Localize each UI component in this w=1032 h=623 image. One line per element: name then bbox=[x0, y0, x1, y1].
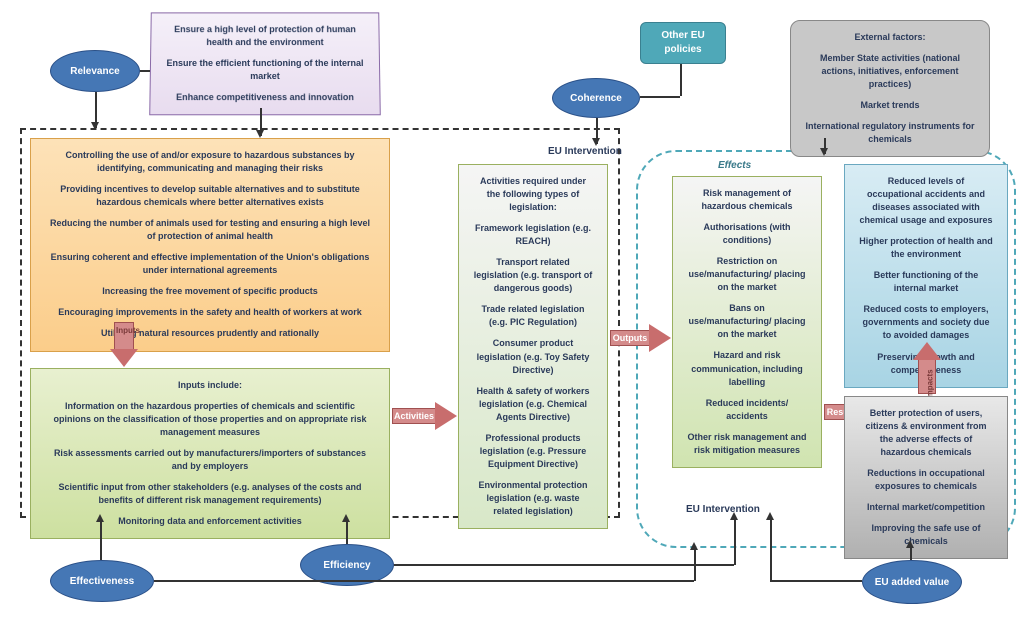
activities-arrow: Activities bbox=[392, 408, 436, 424]
activity-item: Framework legislation (e.g. REACH) bbox=[473, 222, 593, 248]
connector-head bbox=[91, 122, 99, 130]
objective-item: Utilising natural resources prudently an… bbox=[45, 327, 375, 340]
objective-item: Reducing the number of animals used for … bbox=[45, 217, 375, 243]
results-box: Better protection of users, citizens & e… bbox=[844, 396, 1008, 559]
eu-added-value-label: EU added value bbox=[875, 577, 949, 588]
connector-head bbox=[96, 514, 104, 522]
specific-objectives-box: Controlling the use of and/or exposure t… bbox=[30, 138, 390, 352]
effectiveness-label: Effectiveness bbox=[70, 576, 134, 587]
result-item: Reductions in occupational exposures to … bbox=[859, 467, 993, 493]
connector bbox=[910, 546, 912, 560]
input-item: Risk assessments carried out by manufact… bbox=[45, 447, 375, 473]
objective-item: Ensuring coherent and effective implemen… bbox=[45, 251, 375, 277]
external-factor-item: Member State activities (national action… bbox=[805, 52, 975, 91]
effects-label: Effects bbox=[718, 160, 751, 171]
objective-item: Ensure a high level of protection of hum… bbox=[165, 23, 365, 49]
efficiency-label: Efficiency bbox=[323, 560, 370, 571]
inputs-arrow-text: Inputs bbox=[116, 326, 132, 335]
activities-arrow-head bbox=[435, 402, 457, 430]
connector-head bbox=[592, 138, 600, 146]
output-item: Reduced incidents/ accidents bbox=[687, 397, 807, 423]
objectives-box: Ensure a high level of protection of hum… bbox=[149, 12, 381, 115]
connector bbox=[734, 518, 736, 565]
effectiveness-ellipse: Effectiveness bbox=[50, 560, 154, 602]
external-factors-box: External factors: Member State activitie… bbox=[790, 20, 990, 157]
eu-added-value-ellipse: EU added value bbox=[862, 560, 962, 604]
output-item: Hazard and risk communication, including… bbox=[687, 349, 807, 388]
output-item: Authorisations (with conditions) bbox=[687, 221, 807, 247]
objective-item: Encouraging improvements in the safety a… bbox=[45, 306, 375, 319]
impact-item: Reduced costs to employers, governments … bbox=[859, 303, 993, 342]
other-eu-policies-box: Other EU policies bbox=[640, 22, 726, 64]
input-item: Information on the hazardous properties … bbox=[45, 400, 375, 439]
output-item: Other risk management and risk mitigatio… bbox=[687, 431, 807, 457]
result-item: Better protection of users, citizens & e… bbox=[859, 407, 993, 459]
connector bbox=[770, 580, 862, 582]
result-item: Improving the safe use of chemicals bbox=[859, 522, 993, 548]
activity-item: Health & safety of workers legislation (… bbox=[473, 385, 593, 424]
connector bbox=[770, 518, 772, 581]
output-item: Bans on use/manufacturing/ placing on th… bbox=[687, 302, 807, 341]
external-factor-item: International regulatory instruments for… bbox=[805, 120, 975, 146]
connector bbox=[346, 520, 348, 544]
connector-head bbox=[730, 512, 738, 520]
impacts-arrow-head bbox=[913, 342, 941, 360]
activities-arrow-text: Activities bbox=[394, 411, 434, 421]
coherence-ellipse: Coherence bbox=[552, 78, 640, 118]
connector-head bbox=[342, 514, 350, 522]
outputs-arrow: Outputs bbox=[610, 330, 650, 346]
connector bbox=[140, 70, 150, 72]
outputs-arrow-head bbox=[649, 324, 671, 352]
eu-intervention-label-bottom: EU Intervention bbox=[686, 504, 760, 515]
connector-head bbox=[690, 542, 698, 550]
connector bbox=[100, 520, 102, 560]
connector bbox=[154, 580, 694, 582]
objective-item: Providing incentives to develop suitable… bbox=[45, 183, 375, 209]
connector-head bbox=[766, 512, 774, 520]
external-factors-title: External factors: bbox=[805, 31, 975, 44]
activity-item: Transport related legislation (e.g. tran… bbox=[473, 256, 593, 295]
inputs-arrow-head bbox=[110, 349, 138, 367]
connector-head bbox=[906, 540, 914, 548]
objective-item: Increasing the free movement of specific… bbox=[45, 285, 375, 298]
objective-item: Ensure the efficient functioning of the … bbox=[165, 57, 366, 83]
coherence-label: Coherence bbox=[570, 93, 622, 104]
connector-head bbox=[820, 148, 828, 156]
connector bbox=[680, 64, 682, 96]
impact-item: Higher protection of health and the envi… bbox=[859, 235, 993, 261]
connector bbox=[640, 96, 680, 98]
connector bbox=[394, 564, 734, 566]
relevance-label: Relevance bbox=[70, 66, 119, 77]
result-item: Internal market/competition bbox=[859, 501, 993, 514]
inputs-box: Inputs include: Information on the hazar… bbox=[30, 368, 390, 539]
activity-item: Consumer product legislation (e.g. Toy S… bbox=[473, 337, 593, 376]
activities-box: Activities required under the following … bbox=[458, 164, 608, 529]
impact-item: Better functioning of the internal marke… bbox=[859, 269, 993, 295]
inputs-title: Inputs include: bbox=[45, 379, 375, 392]
activity-item: Professional products legislation (e.g. … bbox=[473, 432, 593, 471]
other-eu-policies-label: Other EU policies bbox=[649, 29, 717, 57]
activity-item: Trade related legislation (e.g. PIC Regu… bbox=[473, 303, 593, 329]
outputs-arrow-text: Outputs bbox=[613, 333, 648, 343]
output-item: Risk management of hazardous chemicals bbox=[687, 187, 807, 213]
external-factor-item: Market trends bbox=[805, 99, 975, 112]
objective-item: Enhance competitiveness and innovation bbox=[164, 91, 365, 104]
eu-intervention-label-top: EU Intervention bbox=[548, 146, 622, 157]
activities-title: Activities required under the following … bbox=[473, 175, 593, 214]
relevance-ellipse: Relevance bbox=[50, 50, 140, 92]
objective-item: Controlling the use of and/or exposure t… bbox=[45, 149, 375, 175]
input-item: Monitoring data and enforcement activiti… bbox=[45, 515, 375, 528]
input-item: Scientific input from other stakeholders… bbox=[45, 481, 375, 507]
connector-head bbox=[256, 130, 264, 138]
activity-item: Environmental protection legislation (e.… bbox=[473, 479, 593, 518]
output-item: Restriction on use/manufacturing/ placin… bbox=[687, 255, 807, 294]
impact-item: Reduced levels of occupational accidents… bbox=[859, 175, 993, 227]
outputs-box: Risk management of hazardous chemicals A… bbox=[672, 176, 822, 468]
